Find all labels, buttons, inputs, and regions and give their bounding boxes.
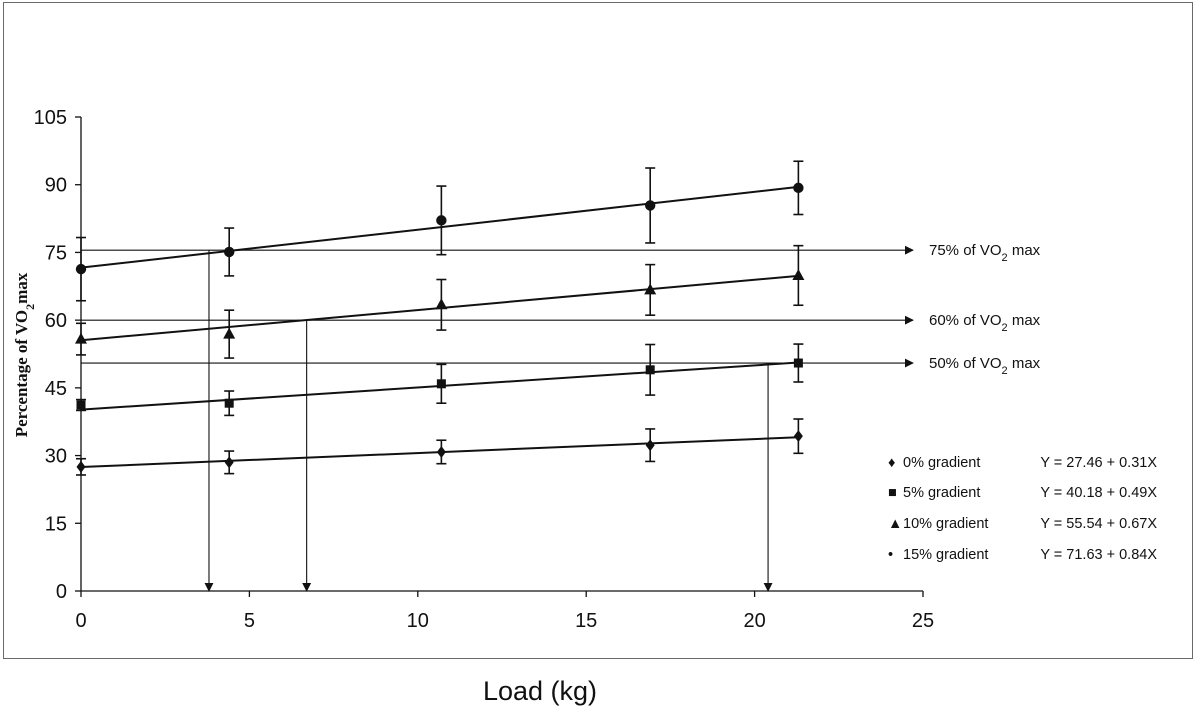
- data-point: [223, 246, 235, 258]
- x-tick-label: 5: [244, 610, 255, 632]
- x-tick-label: 0: [75, 610, 86, 632]
- data-point: [793, 430, 803, 443]
- regression-line: [80, 185, 799, 269]
- legend-name: 10% gradient: [903, 516, 988, 532]
- legend-symbol: ♦: [888, 455, 895, 471]
- data-point: [436, 379, 446, 389]
- legend-name: 5% gradient: [903, 485, 980, 501]
- x-tick-label: 15: [575, 610, 597, 632]
- y-axis-label: Percentage of VO2max: [12, 272, 37, 437]
- legend-equation: Y = 40.18 + 0.49X: [1040, 485, 1157, 501]
- series-layer: [75, 160, 805, 476]
- y-axis-label-suffix: max: [12, 272, 31, 304]
- x-tick-label: 20: [743, 610, 765, 632]
- data-point: [223, 327, 236, 339]
- chart-frame: [3, 2, 1193, 659]
- data-point: [75, 332, 87, 344]
- data-point: [75, 263, 87, 275]
- y-tick-label: 30: [45, 446, 67, 468]
- x-tick-label: 25: [912, 610, 934, 632]
- series-square: [76, 343, 804, 417]
- series-circle: [75, 160, 804, 302]
- legend: ♦ 0% gradient Y = 27.46 + 0.31X ■ 5% gradien…: [888, 455, 1157, 563]
- legend-equation: Y = 27.46 + 0.31X: [1040, 455, 1157, 471]
- series-triangle: [75, 244, 805, 359]
- axes: 0 15 30 45 60 75 90 105 0 5 10 15 20 25: [34, 107, 935, 632]
- reference-line-label: 50% of VO2 max: [929, 355, 1041, 377]
- data-point: [224, 398, 234, 408]
- legend-name: 15% gradient: [903, 547, 988, 563]
- data-point: [793, 358, 803, 368]
- y-tick-label: 45: [45, 378, 67, 400]
- reference-line-label: 75% of VO2 max: [929, 242, 1041, 264]
- y-tick-label: 105: [34, 107, 67, 129]
- data-point: [436, 445, 446, 458]
- y-tick-label: 60: [45, 310, 67, 332]
- data-point: [76, 400, 86, 410]
- data-point: [645, 439, 655, 452]
- y-tick-label: 90: [45, 175, 67, 197]
- data-point: [644, 283, 657, 295]
- data-point: [645, 365, 655, 375]
- legend-symbol: •: [888, 547, 893, 563]
- legend-symbol: ▲: [888, 516, 902, 532]
- reference-line-label: 60% of VO2 max: [929, 312, 1041, 334]
- y-tick-label: 75: [45, 242, 67, 264]
- legend-symbol: ■: [888, 485, 897, 501]
- y-tick-label: 0: [56, 581, 67, 603]
- legend-equation: Y = 71.63 + 0.84X: [1040, 547, 1157, 563]
- y-axis-label-sub: 2: [23, 304, 37, 310]
- legend-equation: Y = 55.54 + 0.67X: [1040, 516, 1157, 532]
- data-point: [435, 298, 448, 310]
- y-tick-label: 15: [45, 513, 67, 535]
- legend-name: 0% gradient: [903, 455, 980, 471]
- data-point: [224, 456, 234, 469]
- reference-lines: 75% of VO2 max 60% of VO2 max 50% of VO2 m…: [81, 242, 1041, 592]
- data-point: [792, 268, 805, 280]
- data-point: [644, 200, 656, 211]
- data-point: [793, 182, 804, 194]
- x-tick-label: 10: [407, 610, 429, 632]
- y-axis-label-prefix: Percentage of VO: [12, 310, 31, 437]
- data-point: [76, 460, 86, 473]
- data-point: [436, 215, 447, 226]
- series-diamond: [76, 418, 804, 476]
- x-axis-label: Load (kg): [482, 676, 598, 706]
